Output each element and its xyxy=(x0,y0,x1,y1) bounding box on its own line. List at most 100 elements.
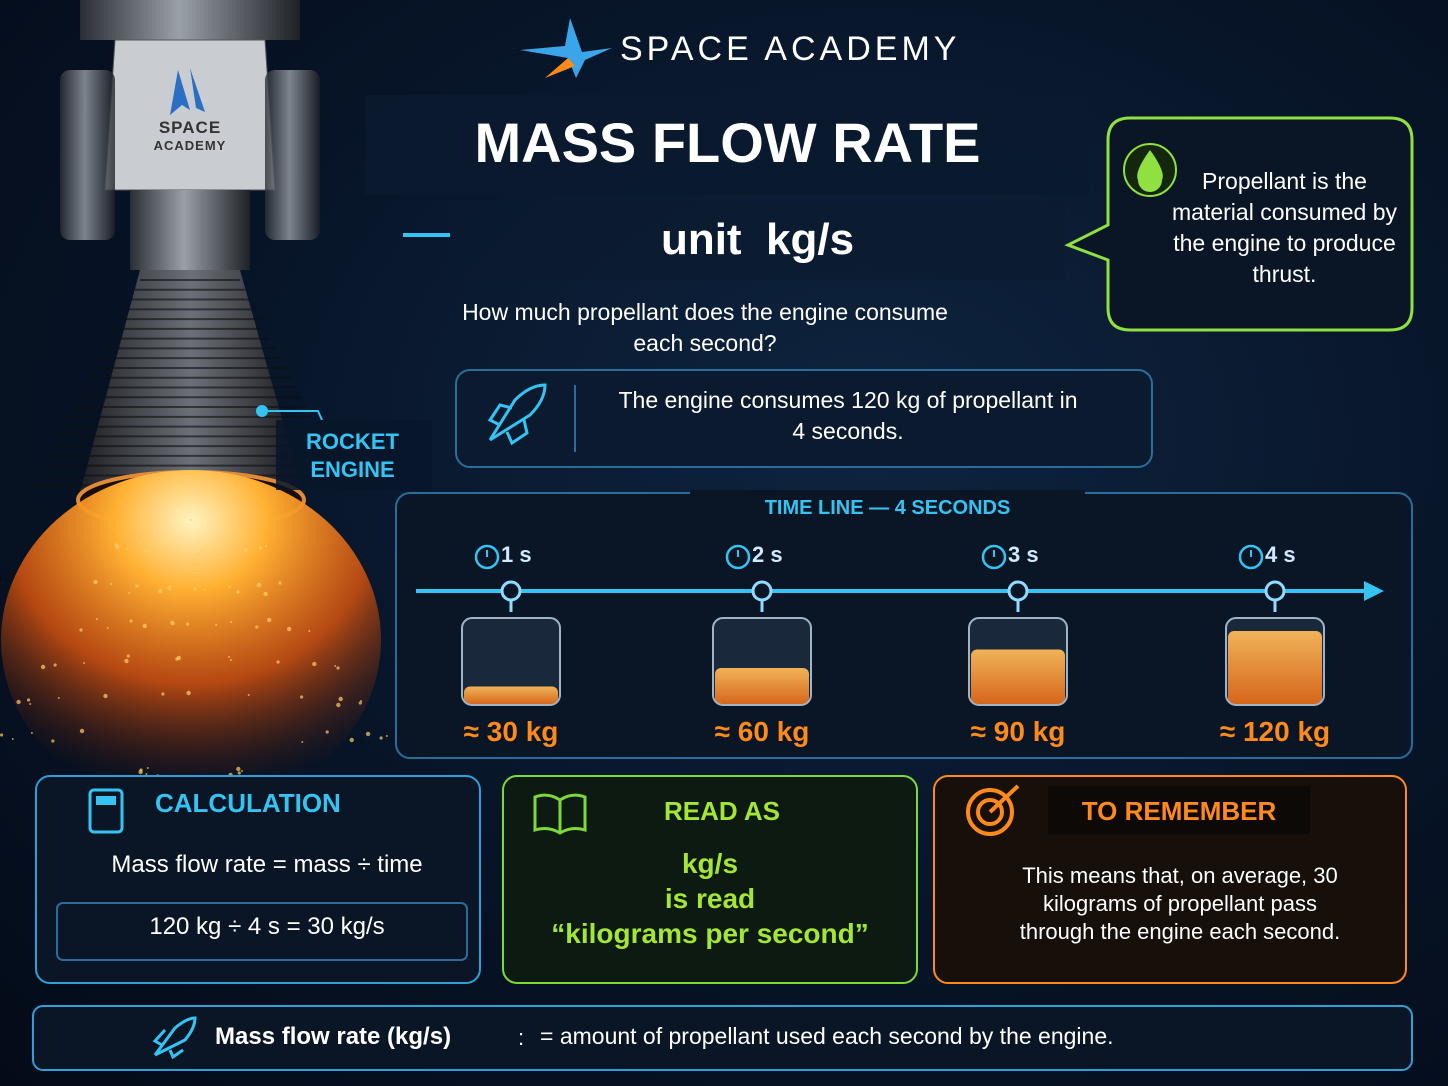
engine-label: ROCKET ENGINE xyxy=(306,429,399,482)
calculator-icon xyxy=(88,788,124,834)
spark xyxy=(223,551,226,553)
read-as-box xyxy=(502,775,918,984)
spark xyxy=(256,582,262,588)
spark xyxy=(51,739,55,743)
timeline-title: TIME LINE — 4 SECONDS xyxy=(764,497,1011,519)
spark xyxy=(96,618,99,620)
spark xyxy=(301,741,304,743)
spark xyxy=(176,655,182,661)
spark xyxy=(170,553,175,559)
tanks xyxy=(461,544,1325,706)
timeline-node xyxy=(751,580,773,602)
spark xyxy=(129,619,133,623)
spark xyxy=(29,703,32,705)
brand-logo-flame xyxy=(545,58,575,78)
spark xyxy=(236,766,241,772)
spark xyxy=(93,579,98,585)
spark xyxy=(195,554,198,556)
target-icon xyxy=(966,788,1014,836)
spark xyxy=(325,730,329,734)
spark xyxy=(229,659,232,661)
stopwatch-icon xyxy=(474,544,500,570)
step-time: 1 s xyxy=(501,542,532,567)
exhaust-sparks xyxy=(0,519,388,781)
tank-fuel xyxy=(464,686,558,705)
spark xyxy=(142,623,147,629)
spark xyxy=(103,693,108,699)
spark xyxy=(30,732,33,734)
target-icon xyxy=(976,798,1004,826)
spark xyxy=(237,771,241,775)
spark xyxy=(300,695,304,699)
spark xyxy=(276,660,280,664)
title: MASS FLOW RATE xyxy=(474,111,981,174)
brand: SPACE ACADEMY xyxy=(620,30,961,68)
example-text: The engine consumes 120 kg of propellant… xyxy=(618,387,1078,444)
spark xyxy=(145,773,148,775)
spark xyxy=(158,588,163,594)
tank xyxy=(968,617,1068,706)
spark xyxy=(349,737,354,743)
spark xyxy=(26,698,31,702)
brand-logo xyxy=(520,18,612,78)
label-line xyxy=(262,410,323,421)
spark xyxy=(79,728,85,734)
read-as-lines: kg/s is read “kilograms per second” xyxy=(503,846,917,951)
spark xyxy=(258,546,263,550)
remember-tab xyxy=(1048,786,1310,834)
spark xyxy=(40,664,46,670)
step-mass: ≈ 90 kg xyxy=(970,716,1066,747)
spark xyxy=(167,550,172,556)
spark xyxy=(110,583,113,585)
spark xyxy=(79,628,83,632)
stopwatch-icon xyxy=(725,544,751,570)
spark xyxy=(240,770,243,772)
spark xyxy=(365,731,371,737)
step-time: 3 s xyxy=(1008,542,1039,567)
question: How much propellant does the engine cons… xyxy=(462,299,948,356)
calculation-title: CALCULATION xyxy=(155,788,341,818)
spark xyxy=(308,630,311,632)
book-icon xyxy=(533,793,587,835)
spark xyxy=(236,590,240,594)
spark xyxy=(0,733,4,737)
timeline-node xyxy=(500,580,522,602)
badge-bottom: ACADEMY xyxy=(153,138,227,153)
spark xyxy=(334,665,337,667)
definition-bar xyxy=(32,1005,1413,1071)
spark xyxy=(170,620,175,626)
timeline-node xyxy=(1264,580,1286,602)
read-as-line: is read xyxy=(664,883,756,914)
spark xyxy=(186,622,190,626)
spark xyxy=(167,585,172,591)
calculation-formula: Mass flow rate = mass ÷ time xyxy=(111,851,423,878)
tank-fuel xyxy=(971,649,1065,705)
step-mass: ≈ 120 kg xyxy=(1219,716,1331,747)
spark xyxy=(106,627,109,629)
remember-text: This means that, on average, 30 kilogram… xyxy=(1019,863,1341,944)
read-as-line: kg/s xyxy=(681,848,739,879)
spark xyxy=(146,767,149,769)
step-mass: ≈ 30 kg xyxy=(463,716,559,747)
rocket-icon xyxy=(487,383,547,446)
step-mass: ≈ 60 kg xyxy=(714,716,810,747)
stopwatch-icon xyxy=(981,544,1007,570)
spark xyxy=(144,549,148,553)
spark xyxy=(385,735,388,737)
spark xyxy=(203,589,206,591)
calculation-example: 120 kg ÷ 4 s = 30 kg/s xyxy=(149,913,385,940)
spark xyxy=(228,656,231,658)
spark xyxy=(243,547,249,553)
spark xyxy=(220,555,224,559)
step-time: 2 s xyxy=(752,542,783,567)
calculator-screen xyxy=(96,796,116,805)
drop-icon xyxy=(1137,150,1163,192)
tank xyxy=(461,617,561,706)
spark xyxy=(255,625,259,629)
spark xyxy=(312,661,317,667)
calculation-box xyxy=(35,775,481,984)
spark xyxy=(190,519,192,521)
badge-top: SPACE xyxy=(158,118,222,137)
timeline-tab xyxy=(690,490,1085,528)
